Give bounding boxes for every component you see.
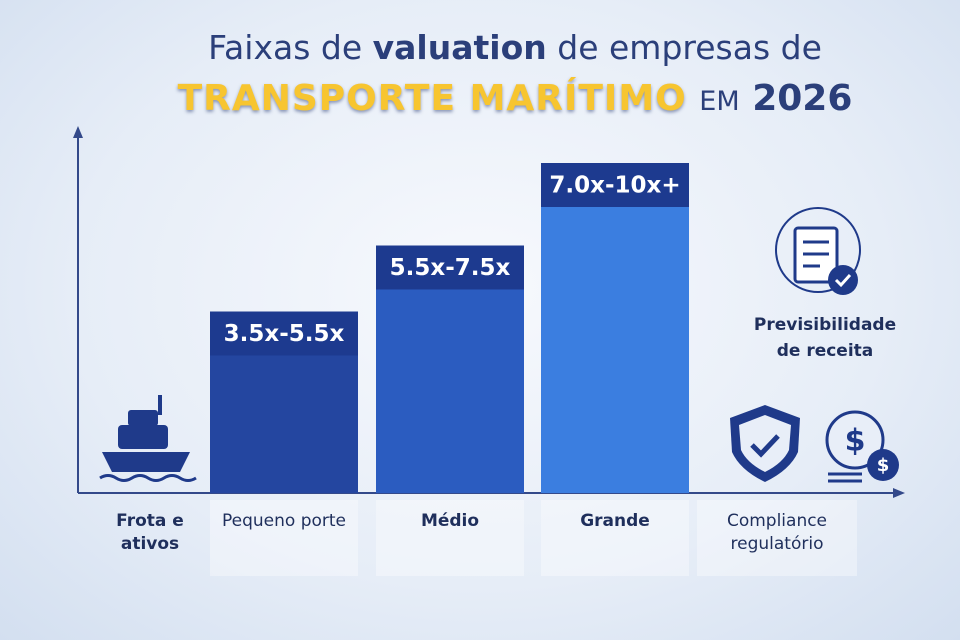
bar	[541, 163, 689, 493]
value-label: 3.5x-5.5x	[224, 321, 345, 347]
bar-label-band	[376, 245, 524, 290]
category-label: Frota e ativos	[116, 511, 184, 554]
value-label: 5.5x-7.5x	[390, 255, 511, 281]
bar-label-band	[210, 311, 358, 356]
document-check-icon	[775, 207, 861, 295]
title-part: 2026	[752, 78, 853, 119]
title-part: de empresas de	[557, 28, 822, 67]
category-panel	[376, 500, 524, 576]
svg-text:$: $	[845, 424, 866, 459]
ship-icon	[99, 395, 197, 482]
title-part: EM	[699, 86, 740, 117]
annotation: Previsibilidade de receita	[753, 315, 897, 361]
title-line-2: TRANSPORTE MARÍTIMO EM 2026	[0, 78, 960, 119]
shield-icon	[730, 405, 800, 482]
category-panel	[541, 500, 689, 576]
category-label: Pequeno porte	[221, 511, 346, 531]
value-label: 7.0x-10x+	[549, 173, 680, 199]
category-label: Médio	[420, 511, 480, 531]
title-part: Faixas de	[208, 28, 363, 67]
x-axis-arrow	[893, 488, 905, 498]
title-line-1: Faixas de valuation de empresas de	[0, 28, 960, 67]
category-label: Compliance regulatório	[726, 511, 828, 554]
category-panel	[697, 500, 857, 576]
title-part: valuation	[372, 28, 547, 67]
bar-label-band	[541, 163, 689, 207]
coins-icon: $ $	[825, 410, 899, 483]
title-part: TRANSPORTE MARÍTIMO	[177, 78, 687, 119]
y-axis-arrow	[73, 126, 83, 138]
svg-text:$: $	[877, 455, 890, 476]
category-label: Grande	[580, 511, 650, 531]
category-panel	[210, 500, 358, 576]
